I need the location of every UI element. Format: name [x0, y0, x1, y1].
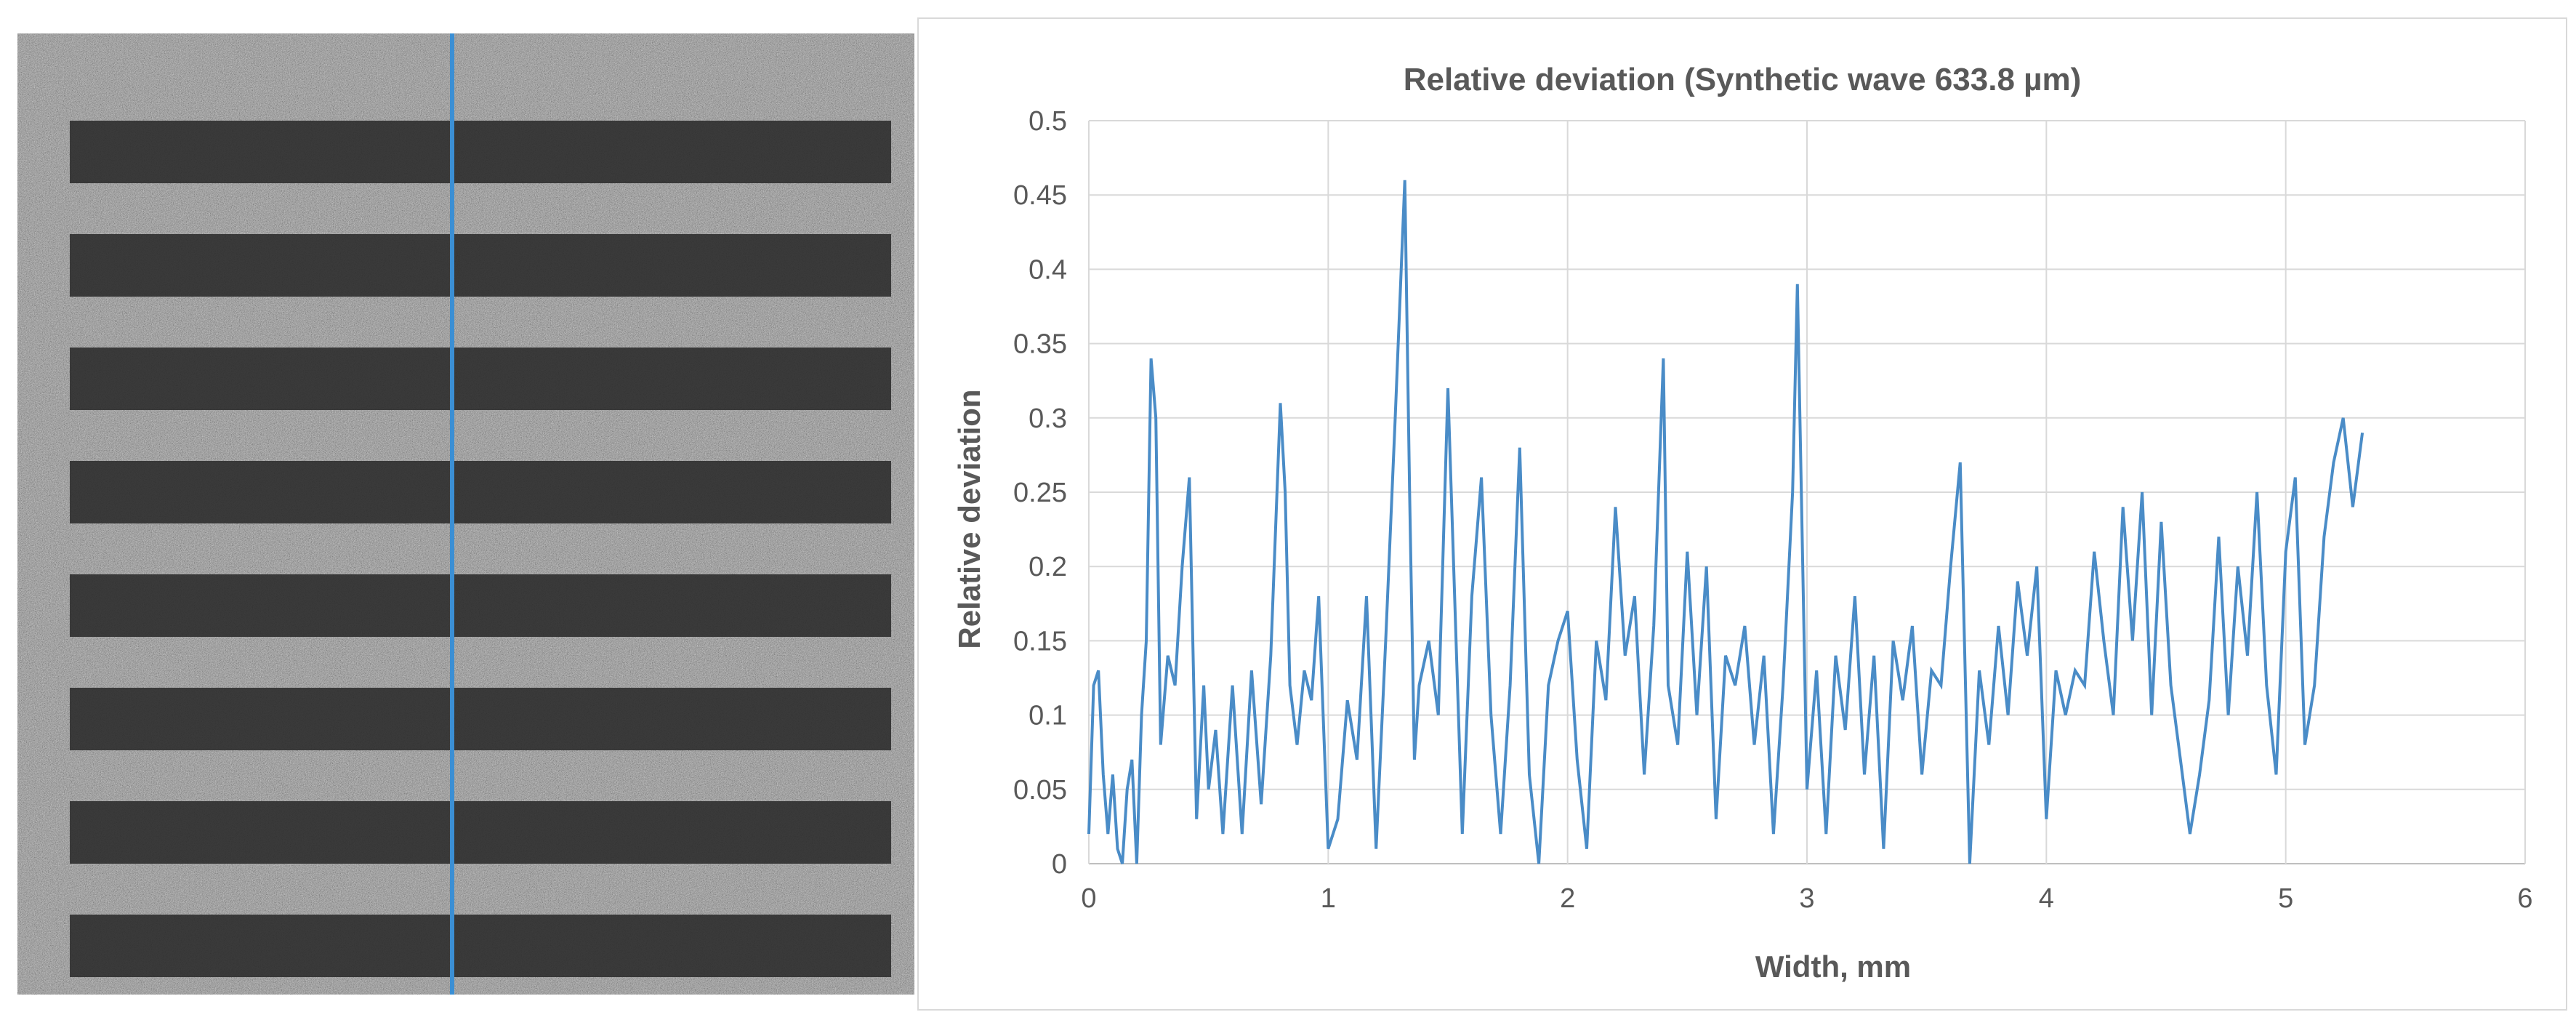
x-tick-label: 4: [2039, 883, 2054, 914]
chart-title: Relative deviation (Synthetic wave 633.8…: [1404, 62, 2082, 97]
dark-stripe: [70, 461, 891, 523]
y-tick-label: 0.05: [1013, 775, 1067, 806]
y-axis-title: Relative deviation: [952, 389, 986, 648]
dark-stripe: [70, 688, 891, 750]
dark-stripe: [70, 574, 891, 637]
y-tick-label: 0: [1052, 849, 1067, 880]
chart-frame: [917, 17, 2567, 1011]
micrograph-image: [17, 33, 914, 995]
dark-stripe: [70, 121, 891, 183]
y-tick-label: 0.2: [1029, 552, 1067, 582]
y-tick-label: 0.45: [1013, 180, 1067, 211]
y-tick-label: 0.15: [1013, 626, 1067, 656]
y-tick-label: 0.4: [1029, 254, 1067, 285]
dark-stripe: [70, 234, 891, 297]
y-tick-label: 0.35: [1013, 329, 1067, 360]
x-tick-label: 6: [2517, 883, 2532, 914]
x-tick-label: 3: [1799, 883, 1814, 914]
y-tick-label: 0.1: [1029, 701, 1067, 731]
y-tick-label: 0.3: [1029, 403, 1067, 434]
x-tick-label: 1: [1321, 883, 1336, 914]
y-tick-labels: 0 0.05 0.1 0.15 0.2 0.25 0.3 0.35 0.4 0.45 0.5: [1013, 106, 1067, 880]
x-tick-label: 2: [1560, 883, 1575, 914]
y-tick-label: 0.5: [1029, 106, 1067, 137]
dark-stripes: [70, 121, 891, 977]
x-tick-label: 5: [2278, 883, 2293, 914]
line-chart: Relative deviation (Synthetic wave 633.8…: [952, 62, 2533, 984]
dark-stripe: [70, 348, 891, 410]
series-line: [1087, 180, 2364, 864]
x-tick-label: 0: [1081, 883, 1096, 914]
y-tick-label: 0.25: [1013, 478, 1067, 508]
dark-stripe: [70, 915, 891, 977]
x-tick-labels: 0 1 2 3 4 5 6: [1081, 883, 2532, 914]
x-axis-title: Width, mm: [1755, 949, 1911, 984]
dark-stripe: [70, 801, 891, 864]
